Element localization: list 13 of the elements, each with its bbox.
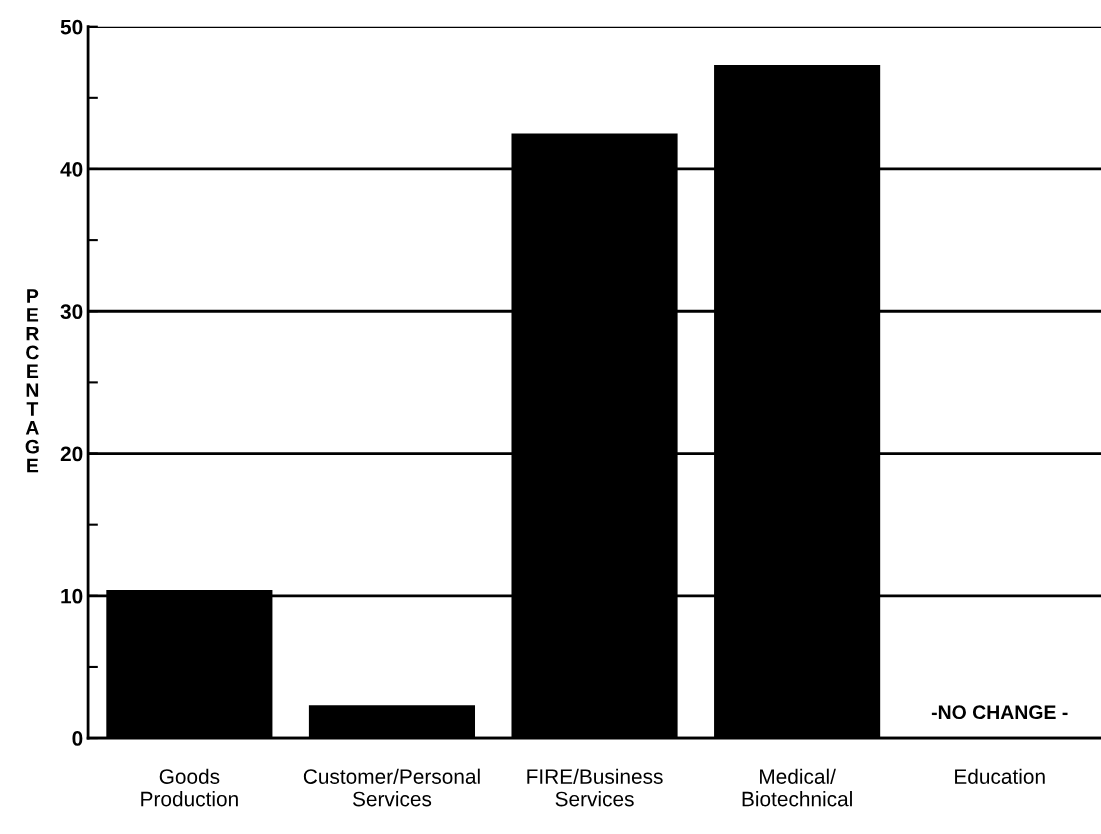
x-tick-label: Customer/Personal Services	[303, 768, 480, 807]
y-tick-label: 40	[60, 161, 83, 177]
text: PERCENTAGE	[25, 289, 39, 473]
annotation: -NO CHANGE -	[931, 705, 1068, 720]
y-tick-label: 0	[72, 731, 83, 746]
x-tick-label: Goods Production	[141, 768, 238, 807]
x-tick-label: FIRE/Business Services	[527, 768, 663, 807]
x-tick-label: Medical/ Biotechnical	[742, 768, 852, 807]
x-tick-label: Education	[955, 768, 1045, 784]
y-tick-label: 20	[60, 446, 83, 462]
y-tick-label: 30	[60, 304, 83, 320]
y-tick-label: 50	[60, 19, 83, 35]
y-tick-label: 10	[61, 588, 83, 604]
